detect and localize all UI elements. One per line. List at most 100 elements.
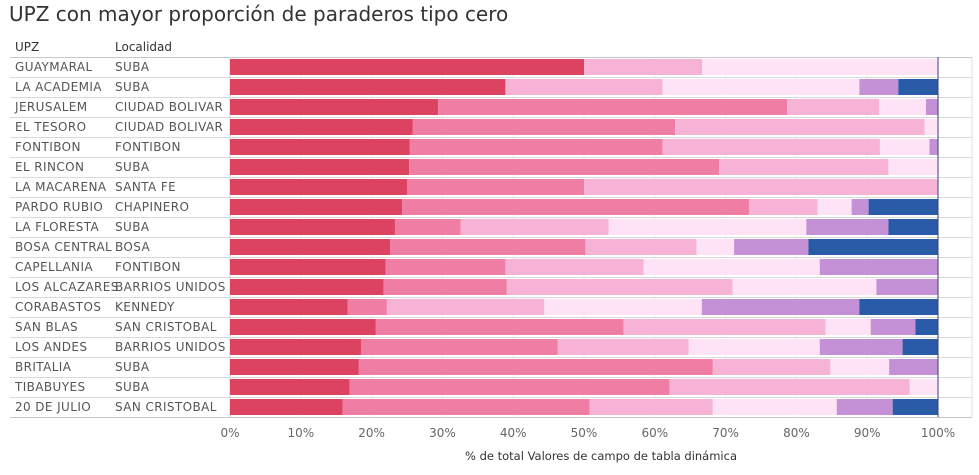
bar-segment [806,219,889,235]
row-label-upz: LA FLORESTA [15,220,100,234]
bar-segment [732,279,877,295]
bar-segment [230,139,410,155]
bar-segment [701,299,860,315]
bar-segment [438,99,788,115]
bar-segment [734,239,809,255]
row-label-upz: FONTIBON [15,140,81,154]
row-label-localidad: BOSA [115,240,151,254]
bar-segment [375,319,624,335]
bar-segment [385,259,506,275]
column-header-upz: UPZ [15,40,40,54]
bar-segment [409,139,663,155]
bar-segment [230,99,439,115]
row-label-localidad: CIUDAD BOLIVAR [115,120,223,134]
bar-segment [719,159,889,175]
bar-segment [819,339,903,355]
bar-segment [230,199,403,215]
row-label-localidad: SUBA [115,80,150,94]
bar-segment [230,79,506,95]
bar-segment [230,159,410,175]
row-label-upz: JERUSALEM [14,100,88,114]
bar-segment [712,359,831,375]
bar-segment [230,379,350,395]
bar-segment [407,179,584,195]
bar-segment [915,319,938,335]
bar-segment [505,79,663,95]
bar-segment [584,179,938,195]
row-label-upz: EL TESORO [15,120,86,134]
row-label-upz: GUAYMARAL [15,60,93,74]
x-tick-label: 60% [641,426,668,440]
row-label-upz: EL RINCON [15,160,84,174]
bar-segment [585,239,697,255]
x-tick-label: 50% [571,426,598,440]
row-label-upz: CAPELLANIA [15,260,93,274]
row-label-localidad: SUBA [115,160,150,174]
bar-segment [342,399,590,415]
bar-segment [830,359,890,375]
row-label-localidad: SUBA [115,380,150,394]
column-header-localidad: Localidad [115,40,173,54]
bar-segment [383,279,507,295]
bar-segment [230,239,391,255]
row-label-upz: TIBABUYES [14,380,85,394]
row-label-localidad: FONTIBON [115,260,181,274]
bar-segment [889,359,938,375]
bar-segment [819,259,938,275]
bar-segment [688,339,820,355]
bar-segment [230,339,361,355]
bar-segment [808,239,938,255]
bar-segment [825,319,871,335]
bar-segment [696,239,735,255]
bar-segment [924,119,938,135]
bar-segment [669,379,910,395]
bar-segment [460,219,609,235]
bar-segment [748,199,818,215]
bar-segment [230,179,407,195]
bar-segment [851,199,869,215]
bar-segment [898,79,938,95]
bar-segment [347,299,387,315]
bar-segment [836,399,893,415]
bar-segment [868,199,938,215]
bar-segment [390,239,586,255]
bar-segment [230,319,376,335]
bar-segment [349,379,670,395]
x-tick-label: 90% [854,426,881,440]
bar-segment [584,59,703,75]
bar-segment [859,79,899,95]
row-label-localidad: CIUDAD BOLIVAR [115,100,223,114]
row-label-localidad: SAN CRISTOBAL [115,320,217,334]
row-label-localidad: CHAPINERO [115,200,189,214]
bar-segment [230,359,359,375]
row-label-upz: LA MACARENA [15,180,107,194]
x-tick-label: 80% [783,426,810,440]
bar-segment [623,319,826,335]
bar-segment [230,399,343,415]
bar-segment [929,139,938,155]
row-label-localidad: SANTA FE [115,180,176,194]
row-label-localidad: BARRIOS UNIDOS [115,340,226,354]
row-label-upz: BRITALIA [15,360,72,374]
x-tick-label: 0% [220,426,239,440]
x-tick-label: 20% [358,426,385,440]
bar-segment [386,299,545,315]
row-label-upz: LOS ALCAZARES [15,280,119,294]
bar-segment [643,259,820,275]
row-label-localidad: SUBA [115,220,150,234]
row-label-localidad: KENNEDY [115,300,175,314]
bar-segment [402,199,749,215]
bar-segment [230,299,348,315]
bar-segment [888,159,938,175]
bar-segment [876,279,938,295]
bar-segment [879,139,930,155]
row-label-localidad: SUBA [115,60,150,74]
row-label-upz: BOSA CENTRAL [15,240,112,254]
bar-segment [925,99,938,115]
bar-segment [230,259,386,275]
row-label-upz: SAN BLAS [15,320,78,334]
bar-segment [870,319,916,335]
bar-segment [702,59,938,75]
bar-segment [879,99,926,115]
chart-title: UPZ con mayor proporción de paraderos ti… [9,2,509,26]
